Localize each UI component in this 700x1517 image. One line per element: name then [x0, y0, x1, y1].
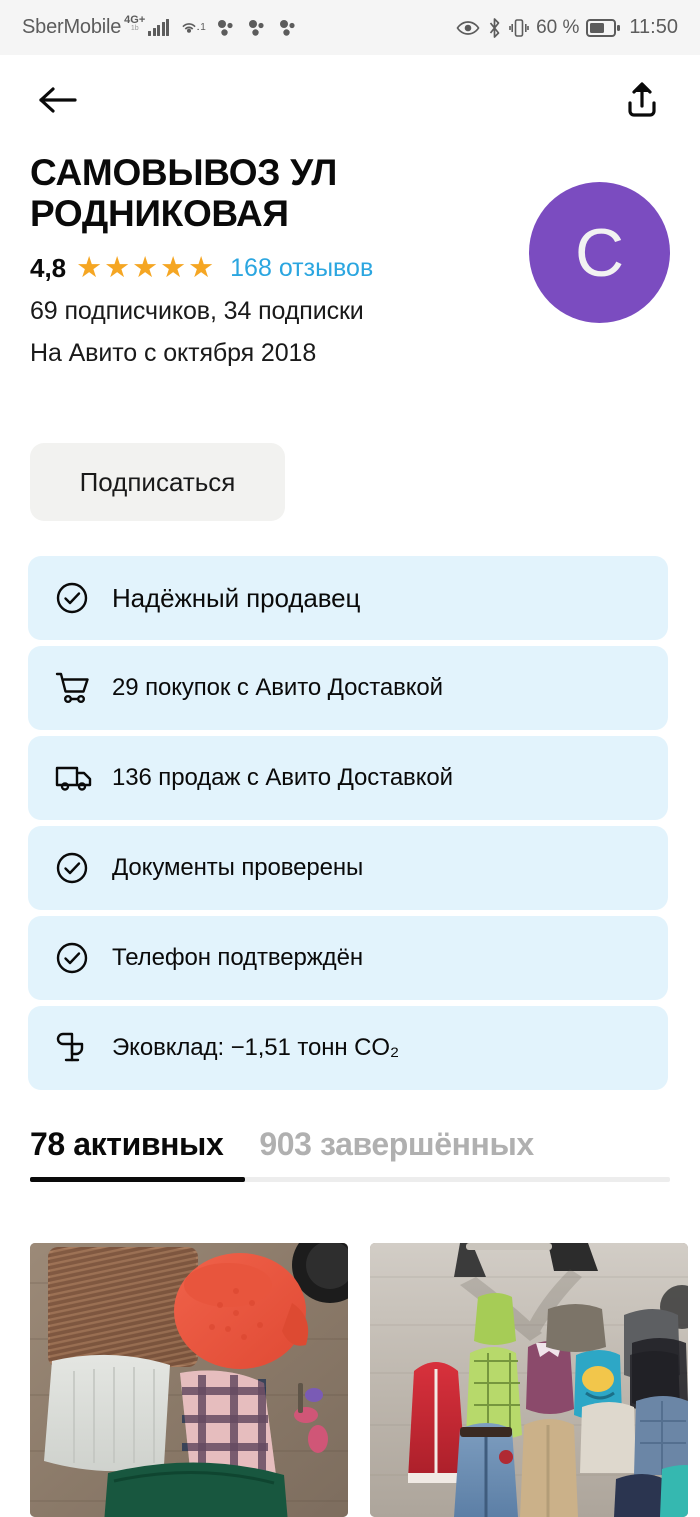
star-icon: ★	[104, 251, 131, 284]
rating-value: 4,8	[30, 252, 67, 283]
badge-label: 29 покупок с Авито Доставкой	[112, 674, 443, 701]
tab-active-listings[interactable]: 78 активных	[30, 1126, 224, 1162]
badge-purchases: 29 покупок с Авито Доставкой	[28, 646, 668, 730]
status-bar-right: 60 % 11:50	[456, 16, 678, 39]
badge-reliable-seller: Надёжный продавец	[28, 556, 668, 640]
battery-icon	[586, 18, 621, 38]
badge-phone-confirmed: Телефон подтверждён	[28, 916, 668, 1000]
listing-photo	[370, 1243, 688, 1517]
badge-label: Надёжный продавец	[112, 582, 361, 613]
badge-label: 136 продаж с Авито Доставкой	[112, 764, 453, 791]
badge-sales: 136 продаж с Авито Доставкой	[28, 736, 668, 820]
page-title: САМОВЫВОЗ УЛ РОДНИКОВАЯ	[30, 152, 338, 235]
badge-label: Документы проверены	[112, 854, 364, 881]
cart-icon	[54, 670, 98, 706]
share-icon[interactable]	[618, 76, 666, 124]
tab-underline-track	[30, 1177, 670, 1182]
badge-documents-verified: Документы проверены	[28, 826, 668, 910]
app-dots-icon	[216, 18, 236, 38]
network-sub-label: 1b	[130, 24, 139, 32]
star-icon: ★	[160, 251, 187, 284]
hotspot-icon	[178, 17, 200, 39]
battery-percent-label: 60 %	[536, 16, 580, 38]
carrier-label: SberMobile	[22, 16, 122, 38]
profile-header: САМОВЫВОЗ УЛ РОДНИКОВАЯ 4,8 ★ ★ ★ ★ ★ 16…	[0, 152, 700, 368]
badge-label: Эковклад: −1,51 тонн CO₂	[112, 1034, 400, 1061]
star-icon: ★	[76, 251, 103, 284]
app-dots-icon	[247, 18, 267, 38]
back-arrow-icon[interactable]	[34, 76, 82, 124]
listings-grid	[30, 1243, 700, 1517]
followers-line: 69 подписчиков, 34 подписки	[30, 296, 364, 325]
network-type-label: 4G+	[124, 13, 146, 26]
avatar[interactable]: C	[529, 182, 670, 323]
signal-bars-icon	[148, 18, 170, 36]
listing-card[interactable]	[370, 1243, 688, 1517]
badge-label: Телефон подтверждён	[112, 944, 363, 971]
avatar-letter: C	[574, 214, 625, 291]
subscribe-button[interactable]: Подписаться	[30, 443, 285, 521]
star-icon: ★	[132, 251, 159, 284]
hotspot-count-label: 1	[200, 22, 206, 33]
badge-eco-contribution: Эковклад: −1,51 тонн CO₂	[28, 1006, 668, 1090]
bluetooth-icon	[487, 17, 502, 39]
reviews-link[interactable]: 168 отзывов	[230, 253, 374, 282]
member-since-line: На Авито с октября 2018	[30, 338, 317, 367]
vibrate-icon	[509, 17, 529, 39]
clock-label: 11:50	[629, 16, 678, 38]
listings-tabs: 78 активных 903 завершённых	[0, 1126, 700, 1182]
tab-underline-active	[30, 1177, 245, 1182]
listing-photo	[30, 1243, 348, 1517]
truck-icon	[54, 761, 98, 795]
eye-icon	[456, 19, 480, 37]
rating-row: 4,8 ★ ★ ★ ★ ★ 168 отзывов	[30, 253, 670, 284]
network-type-icon: 4G+ 1b	[124, 13, 146, 32]
tab-row: 78 активных 903 завершённых	[30, 1126, 670, 1163]
check-circle-icon	[54, 940, 98, 976]
listing-card[interactable]	[30, 1243, 348, 1517]
star-icon: ★	[188, 251, 215, 284]
status-bar-left: SberMobile 4G+ 1b 1	[22, 13, 298, 41]
sprout-icon	[54, 1030, 98, 1066]
check-circle-icon	[54, 850, 98, 886]
tab-completed-listings[interactable]: 903 завершённых	[259, 1126, 534, 1162]
seller-badges-list: Надёжный продавец 29 покупок с Авито Дос…	[28, 556, 668, 1096]
app-bar	[0, 55, 700, 145]
rating-stars: ★ ★ ★ ★ ★	[76, 251, 215, 284]
check-circle-icon	[54, 580, 98, 616]
status-bar: SberMobile 4G+ 1b 1	[0, 0, 700, 55]
app-dots-icon	[278, 18, 298, 38]
